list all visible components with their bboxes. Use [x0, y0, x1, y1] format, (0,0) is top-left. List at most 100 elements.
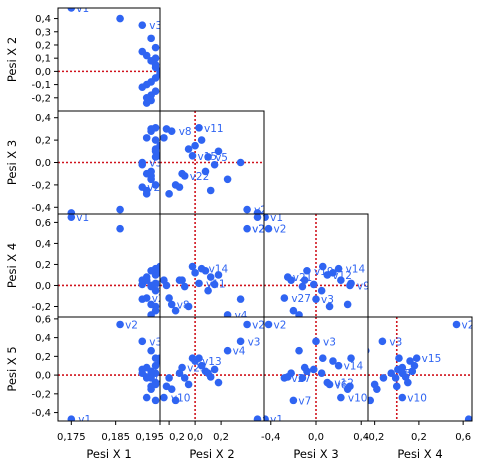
x-tick-label: 0,185 — [101, 432, 130, 443]
panel-r3c1-point-v14 — [197, 361, 206, 370]
panel-r2c2-point-label-v14: v14 — [346, 264, 366, 276]
panel-r1c0-point-v14 — [151, 136, 160, 144]
panel-r3c1-point-label-v13: v13 — [202, 356, 222, 368]
y-tick-label: 0,0 — [35, 371, 51, 382]
panel-r2c1-point-v11 — [195, 279, 203, 288]
panel-r2c0-point-v22 — [147, 282, 155, 291]
y-tick-label: 0,0 — [35, 281, 51, 292]
panel-r2c2-point-label-v1: v1 — [270, 212, 283, 224]
y-tick-label: 0,4 — [35, 14, 51, 25]
panel-r3c3-point-v9 — [392, 382, 401, 391]
panel-r3c1-point-v24 — [210, 365, 219, 374]
x-tick-label: -0,4 — [261, 432, 281, 443]
panel-r2c1-point-label-v4: v4 — [235, 310, 248, 322]
panel-r0c0-point-v4 — [147, 34, 155, 43]
panel-r2c1-point-label-v8: v8 — [177, 299, 190, 311]
panel-r1c0-point-v11 — [151, 123, 160, 132]
panel-r3c2-point-v22 — [298, 374, 307, 382]
panel-r2c1-point-label-v2: v2 — [252, 224, 265, 236]
panel-r1c1-point-v3 — [236, 158, 245, 167]
panel-r3c3-point-v10 — [398, 393, 407, 402]
panel-r2c2-point-v15 — [318, 262, 327, 271]
panel-r0c0-point-label-v1: v1 — [76, 3, 89, 15]
y-tick-label: -0,2 — [31, 93, 51, 104]
panel-r0c0-point-v19 — [147, 57, 155, 65]
panel-r3c1-point-label-v2: v2 — [252, 319, 265, 331]
x-tick-label: 0,6 — [455, 432, 471, 443]
panel-r3c0-point-v3 — [138, 337, 147, 346]
panel-r3c3-point-v22 — [391, 374, 400, 382]
y-tick-label: 0,0 — [35, 67, 51, 78]
panel-r2c1-point-label-v11: v11 — [206, 278, 226, 290]
panel-r2c1-point-v5 — [204, 286, 212, 295]
panel-r3c1-point-label-v23: v23 — [187, 363, 207, 375]
x-tick-label: 0,175 — [57, 432, 86, 443]
x-axis-title: Pesi X 3 — [293, 447, 338, 461]
panel-r3c3-point-label-v3: v3 — [389, 336, 402, 348]
panel-r3c1-point-label-v3: v3 — [248, 336, 261, 348]
panel-r1c1-point-v4 — [223, 175, 232, 184]
panel-r3c3-point-label-v2: v2 — [462, 319, 475, 331]
panel-r2c1-point-v24 — [210, 280, 219, 289]
panel-r1c1-point-v1 — [253, 209, 262, 214]
panel-r2c2-point-v8 — [343, 300, 352, 309]
panel-r1c1-point-v2 — [243, 205, 251, 214]
panel-r1c1-point-v21 — [206, 186, 215, 195]
panel-r1c0-point-label-v3: v3 — [149, 158, 162, 170]
panel-r0c0-point-v15 — [156, 70, 160, 78]
panel-r1c1-point-v5 — [204, 153, 212, 161]
x-tick-label: -0,2 — [365, 432, 385, 443]
panel-r3c2-point-v13 — [329, 357, 337, 365]
y-tick-label: -0,2 — [31, 389, 51, 400]
panel-r0c0-point-label-v3: v3 — [149, 20, 162, 32]
panel-r2c2-point-v6 — [325, 302, 334, 311]
panel-r3c3-point-v15 — [412, 354, 421, 363]
panel-r3c0-point-label-v1: v1 — [78, 414, 91, 426]
panel-r3c1-point-v2 — [243, 320, 251, 329]
panel-r1c0-point-v26 — [138, 183, 147, 191]
y-tick-label: 0,2 — [35, 136, 51, 147]
panel-r2c1-point-v15 — [188, 262, 197, 271]
panel-r2c0-point-v15 — [156, 262, 160, 271]
panel-r3c3-frame — [367, 316, 473, 422]
panel-r2c1-point-label-v2: v2 — [252, 224, 265, 236]
panel-r3c0-point-v15 — [156, 354, 160, 363]
panel-r2c1-point-v2 — [243, 224, 251, 233]
y-axis-title: Pesi X 4 — [5, 243, 19, 288]
panel-r3c1-point-v21 — [206, 373, 215, 381]
panel-r3c2-point-v2 — [264, 320, 273, 329]
y-tick-label: 0,6 — [35, 218, 51, 229]
panel-r3c2-point-v10 — [337, 393, 345, 402]
panel-r2c2-point-label-v12: v12 — [332, 270, 352, 282]
panel-r1c1-point-v12 — [214, 147, 223, 156]
panel-r3c3-point-v2 — [452, 320, 461, 329]
panel-r2c0-point-v19 — [147, 266, 155, 275]
panel-r3c1-point-v1 — [253, 415, 262, 421]
panel-r3c3-point-v19 — [408, 367, 417, 376]
panel-r1c1-point-label-v8: v8 — [179, 126, 192, 138]
panel-r3c3-point-label-v15: v15 — [422, 353, 442, 365]
panel-r2c2-point-label-v3: v3 — [321, 294, 334, 306]
y-axis-title: Pesi X 2 — [5, 37, 19, 82]
panel-r3c0-point-v2 — [116, 320, 124, 329]
panel-r3c2-point-v7 — [289, 396, 298, 405]
panel-r3c3-point-v8 — [373, 385, 381, 393]
panel-r3c1-point-v10 — [160, 393, 168, 402]
panel-r2c1-point-v7 — [171, 306, 180, 315]
panel-r1c1-point-v11 — [195, 123, 203, 132]
panel-r2c1-point-v19 — [201, 266, 210, 275]
panel-r1c0-point-v13 — [156, 141, 160, 150]
panel-r3c2-point-label-v10: v10 — [348, 393, 368, 405]
panel-r1c1-point-v24 — [210, 160, 219, 169]
panel-r3c1-point-v19 — [201, 367, 210, 376]
panel-r3c1-point-v15 — [188, 354, 197, 363]
y-axis-title: Pesi X 5 — [5, 346, 19, 391]
panel-r1c0-point-v27 — [142, 190, 151, 198]
panel-r3c0-point-v4 — [147, 346, 155, 355]
panel-r1c1-point-v27 — [165, 190, 173, 198]
panel-r3c2-point-label-v12: v12 — [334, 378, 354, 390]
panel-r1c1-point-v13 — [191, 141, 199, 150]
panel-r1c1-point-label-v5: v5 — [215, 152, 228, 164]
